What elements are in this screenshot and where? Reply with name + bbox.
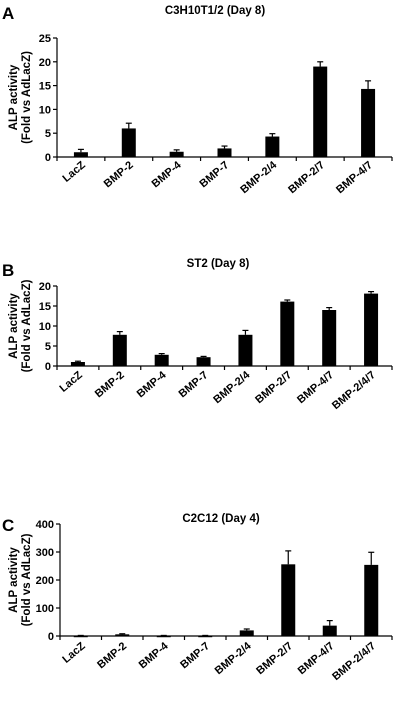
y-tick-label: 15 bbox=[39, 301, 51, 313]
category-label: BMP-7 bbox=[178, 640, 212, 671]
y-tick-label: 20 bbox=[39, 57, 51, 69]
y-axis-label: (Fold vs AdLacZ) bbox=[21, 533, 33, 626]
y-tick-label: 300 bbox=[36, 547, 54, 559]
category-label: BMP-2/7 bbox=[254, 640, 295, 677]
y-tick-label: 25 bbox=[39, 33, 51, 45]
bar-bmp-2-7 bbox=[280, 301, 295, 366]
bar-bmp-2 bbox=[115, 634, 130, 636]
category-label: BMP-4 bbox=[137, 640, 172, 672]
bar-bmp-2-4 bbox=[238, 334, 253, 366]
bar-bmp-4 bbox=[156, 635, 171, 638]
category-label: BMP-2/4 bbox=[213, 640, 255, 678]
panel-c: C C2C12 (Day 4) ALP activity (Fold vs AdLac… bbox=[2, 513, 393, 683]
category-label: BMP-4 bbox=[150, 159, 185, 191]
y-tick-label: 10 bbox=[39, 104, 51, 116]
bar-lacz bbox=[70, 362, 85, 366]
category-label: LacZ bbox=[60, 640, 88, 666]
category-label: BMP-2/4/7 bbox=[330, 369, 378, 412]
bar-bmp-2-7 bbox=[281, 564, 296, 636]
y-tick-label: 5 bbox=[45, 341, 51, 353]
chart-title: ST2 (Day 8) bbox=[187, 258, 250, 270]
bar-bmp-2-4 bbox=[239, 630, 254, 636]
bar-bmp-2 bbox=[121, 128, 136, 157]
bar-bmp-2 bbox=[112, 334, 127, 366]
bar-bmp-7 bbox=[198, 635, 213, 638]
bar-bmp-4-7 bbox=[361, 88, 376, 157]
category-label: BMP-7 bbox=[197, 159, 231, 190]
bar-lacz bbox=[73, 635, 88, 638]
bar-bmp-4-7 bbox=[322, 310, 337, 366]
y-axis-label: ALP activity bbox=[8, 64, 20, 130]
y-tick-label: 20 bbox=[39, 281, 51, 293]
category-label: BMP-4/7 bbox=[295, 369, 336, 406]
category-label: BMP-4/7 bbox=[296, 640, 337, 677]
category-label: BMP-2/4 bbox=[238, 159, 280, 197]
y-tick-label: 400 bbox=[36, 519, 54, 531]
y-tick-label: 0 bbox=[45, 152, 51, 164]
bar-bmp-4 bbox=[169, 151, 184, 157]
category-label: BMP-2 bbox=[95, 640, 129, 671]
y-axis-label: ALP activity bbox=[8, 293, 20, 359]
panel-b: B ST2 (Day 8) ALP activity (Fold vs AdLacZ)… bbox=[2, 258, 393, 412]
bar-bmp-2-4-7 bbox=[364, 293, 379, 366]
category-label: BMP-2 bbox=[93, 369, 127, 400]
category-label: BMP-4 bbox=[135, 369, 170, 401]
y-tick-label: 10 bbox=[39, 321, 51, 333]
y-tick-label: 5 bbox=[45, 128, 51, 140]
chart-title: C3H10T1/2 (Day 8) bbox=[165, 5, 266, 17]
bar-bmp-4 bbox=[154, 354, 169, 366]
category-label: LacZ bbox=[60, 159, 88, 185]
panel-letter: B bbox=[2, 261, 14, 280]
category-label: BMP-2/7 bbox=[286, 159, 327, 196]
bar-lacz bbox=[73, 152, 88, 157]
y-tick-label: 0 bbox=[48, 631, 54, 643]
category-label: BMP-2/7 bbox=[253, 369, 294, 406]
bar-bmp-2-4 bbox=[265, 136, 280, 157]
y-axis-label: (Fold vs AdLacZ) bbox=[21, 279, 33, 372]
bar-bmp-4-7 bbox=[322, 625, 337, 636]
panel-letter: C bbox=[2, 516, 14, 535]
bar-bmp-2-4-7 bbox=[364, 564, 379, 636]
category-label: BMP-2 bbox=[102, 159, 136, 190]
category-label: BMP-2/4 bbox=[211, 369, 253, 407]
y-tick-label: 0 bbox=[45, 361, 51, 373]
bar-bmp-2-7 bbox=[313, 66, 328, 157]
category-label: BMP-2/4/7 bbox=[330, 640, 378, 683]
y-axis-label: (Fold vs AdLacZ) bbox=[21, 51, 33, 144]
y-axis-label: ALP activity bbox=[8, 547, 20, 613]
y-tick-label: 100 bbox=[36, 603, 54, 615]
category-label: BMP-7 bbox=[177, 369, 211, 400]
bar-bmp-7 bbox=[217, 148, 232, 157]
y-tick-label: 15 bbox=[39, 81, 51, 93]
panel-a: A C3H10T1/2 (Day 8) ALP activity (Fold vs A… bbox=[2, 4, 393, 197]
bar-bmp-7 bbox=[196, 357, 211, 366]
category-label: BMP-4/7 bbox=[334, 159, 375, 196]
chart-title: C2C12 (Day 4) bbox=[182, 513, 260, 525]
category-label: LacZ bbox=[57, 369, 85, 395]
y-tick-label: 200 bbox=[36, 575, 54, 587]
panel-letter: A bbox=[2, 4, 14, 23]
